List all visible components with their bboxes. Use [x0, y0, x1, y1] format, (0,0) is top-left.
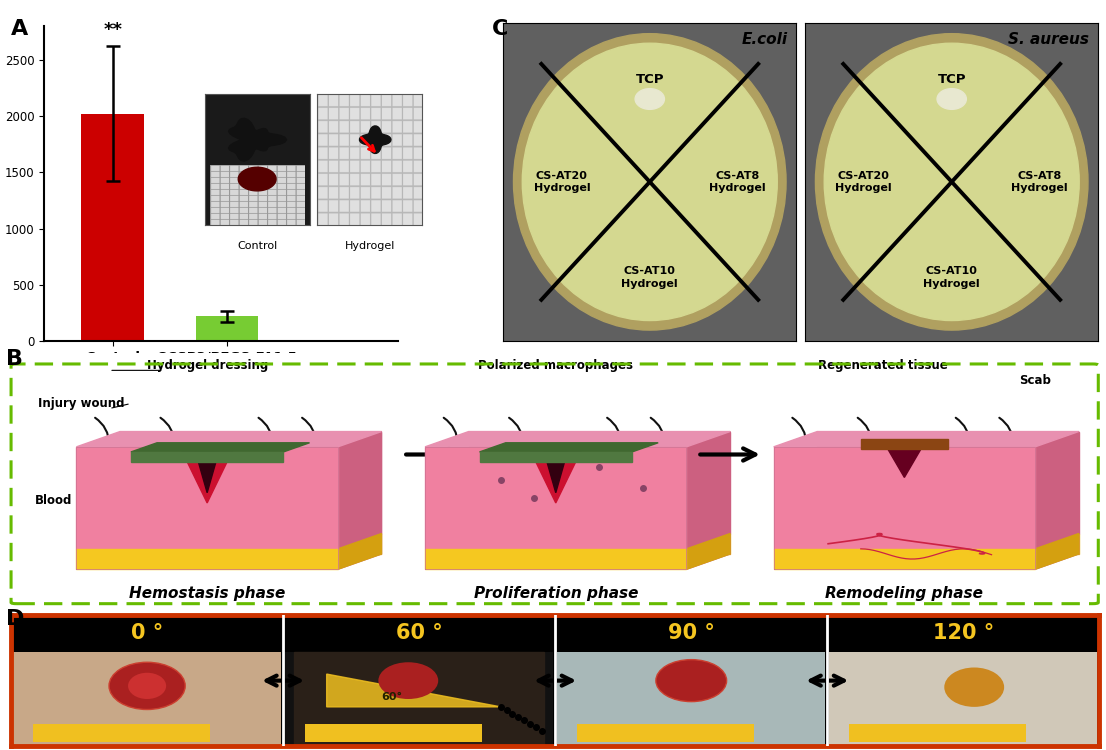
Polygon shape — [425, 431, 730, 447]
Text: Control: Control — [237, 241, 278, 250]
Text: C: C — [492, 19, 509, 39]
Ellipse shape — [656, 660, 727, 702]
Ellipse shape — [945, 668, 1004, 706]
Text: A: A — [11, 19, 29, 39]
Polygon shape — [773, 447, 1035, 549]
Text: CS-AT20
Hydrogel: CS-AT20 Hydrogel — [533, 171, 591, 193]
Polygon shape — [294, 652, 544, 746]
Text: Regenerated tissue: Regenerated tissue — [817, 359, 948, 372]
Text: 60 °: 60 ° — [396, 623, 442, 644]
Polygon shape — [817, 533, 1078, 554]
Polygon shape — [76, 447, 338, 549]
Ellipse shape — [128, 673, 166, 699]
Text: 0 °: 0 ° — [131, 623, 164, 644]
Text: B: B — [6, 349, 22, 369]
Bar — [830, 652, 1097, 746]
Polygon shape — [817, 431, 1078, 533]
Bar — [830, 616, 1097, 652]
Bar — [33, 724, 210, 742]
Text: CS-AT8
Hydrogel: CS-AT8 Hydrogel — [709, 171, 766, 193]
Text: TCP: TCP — [938, 74, 966, 86]
Ellipse shape — [378, 662, 438, 699]
Polygon shape — [229, 118, 286, 161]
Bar — [577, 724, 754, 742]
Polygon shape — [76, 431, 382, 447]
Polygon shape — [121, 533, 382, 554]
Bar — [285, 652, 553, 746]
Polygon shape — [180, 447, 234, 503]
Polygon shape — [338, 533, 382, 569]
Text: Hydrogel: Hydrogel — [345, 241, 395, 250]
Polygon shape — [529, 447, 583, 503]
Text: CS-AT20
Hydrogel: CS-AT20 Hydrogel — [835, 171, 893, 193]
Text: New blood vessels: New blood vessels — [822, 551, 943, 564]
Polygon shape — [543, 447, 568, 493]
Text: 90 °: 90 ° — [668, 623, 714, 644]
Text: 120 °: 120 ° — [932, 623, 994, 644]
Polygon shape — [860, 440, 948, 449]
Text: Blood: Blood — [35, 494, 72, 507]
Text: Remodeling phase: Remodeling phase — [825, 586, 983, 602]
Bar — [196, 316, 259, 341]
Text: Cell recruitment: Cell recruitment — [458, 551, 566, 564]
Polygon shape — [469, 431, 730, 533]
Polygon shape — [773, 549, 1035, 569]
Bar — [13, 652, 281, 746]
Polygon shape — [480, 442, 658, 452]
Polygon shape — [687, 533, 730, 569]
Polygon shape — [888, 449, 920, 478]
Text: Polarized macrophages: Polarized macrophages — [478, 359, 634, 372]
Text: 60°: 60° — [382, 692, 403, 702]
Text: Scab: Scab — [1019, 374, 1051, 387]
Polygon shape — [480, 452, 632, 462]
Ellipse shape — [824, 44, 1079, 320]
Bar — [557, 616, 825, 652]
Bar — [285, 616, 553, 652]
Bar — [13, 616, 281, 652]
Text: TCP: TCP — [636, 74, 664, 86]
Polygon shape — [1035, 533, 1078, 569]
Polygon shape — [425, 447, 687, 549]
Polygon shape — [338, 431, 382, 569]
Polygon shape — [194, 447, 220, 493]
Text: Hydrogel dressing: Hydrogel dressing — [146, 359, 268, 372]
Polygon shape — [425, 549, 687, 569]
Text: **: ** — [103, 20, 123, 38]
Text: CS-AT10
Hydrogel: CS-AT10 Hydrogel — [924, 266, 980, 289]
Polygon shape — [76, 549, 338, 569]
Text: S. aureus: S. aureus — [1009, 32, 1089, 47]
Ellipse shape — [937, 88, 967, 110]
Bar — [849, 724, 1026, 742]
Polygon shape — [469, 533, 730, 554]
Text: E.coli: E.coli — [741, 32, 787, 47]
Bar — [305, 724, 482, 742]
Text: CS-AT10
Hydrogel: CS-AT10 Hydrogel — [622, 266, 678, 289]
Polygon shape — [359, 126, 392, 154]
Polygon shape — [131, 452, 283, 462]
Text: Hemostasis phase: Hemostasis phase — [129, 586, 285, 602]
Polygon shape — [773, 431, 1078, 447]
Ellipse shape — [513, 34, 786, 330]
Polygon shape — [687, 431, 730, 569]
Polygon shape — [1035, 431, 1078, 569]
Polygon shape — [238, 167, 276, 190]
Bar — [557, 652, 825, 746]
Text: D: D — [6, 609, 24, 629]
Ellipse shape — [522, 44, 778, 320]
Text: CS-AT8
Hydrogel: CS-AT8 Hydrogel — [1011, 171, 1068, 193]
Ellipse shape — [815, 34, 1088, 330]
Polygon shape — [121, 431, 382, 533]
Text: Proliferation phase: Proliferation phase — [473, 586, 638, 602]
Ellipse shape — [635, 88, 665, 110]
Polygon shape — [131, 442, 310, 452]
Ellipse shape — [109, 662, 185, 710]
Polygon shape — [326, 674, 501, 706]
Bar — [82, 114, 144, 341]
Text: Injury wound: Injury wound — [39, 397, 125, 410]
